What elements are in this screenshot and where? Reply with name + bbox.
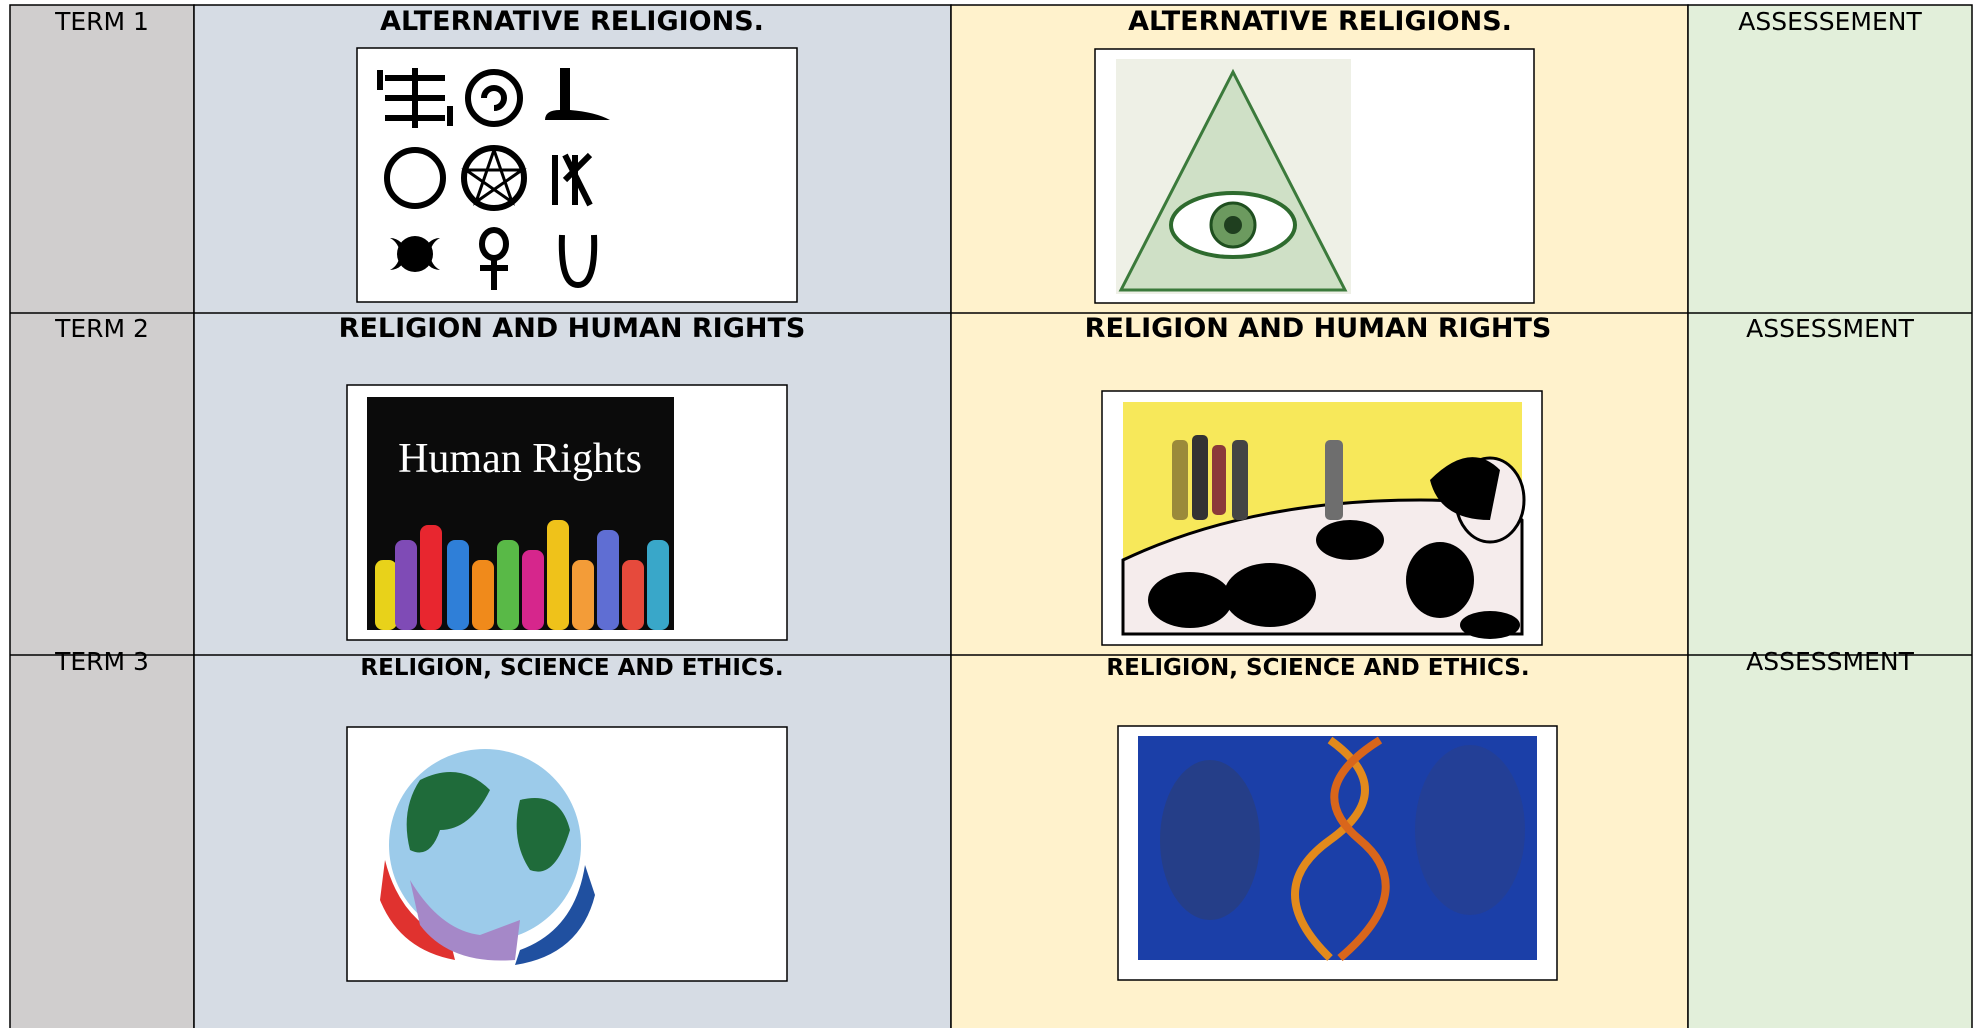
topic-title: RELIGION AND HUMAN RIGHTS <box>1085 313 1552 344</box>
topic-title: ALTERNATIVE RELIGIONS. <box>1128 6 1512 37</box>
cow-illustration-image <box>1101 390 1543 646</box>
assessment-label: ASSESSEMENT <box>1738 7 1922 36</box>
topic-title: RELIGION, SCIENCE AND ETHICS. <box>360 655 783 681</box>
symbols-image <box>356 47 798 303</box>
topic-title: RELIGION, SCIENCE AND ETHICS. <box>1106 655 1529 681</box>
dna-image <box>1117 725 1558 981</box>
human-rights-image: Human Rights <box>346 384 788 641</box>
eye-pyramid-image <box>1094 48 1535 304</box>
assessment-label: ASSESSMENT <box>1746 314 1914 343</box>
term-label: TERM 2 <box>54 314 149 343</box>
term-label: TERM 1 <box>54 7 149 36</box>
topic-title: ALTERNATIVE RELIGIONS. <box>380 6 764 37</box>
image-caption: Human Rights <box>398 436 642 482</box>
table-grid <box>9 4 1973 1028</box>
assessment-label: ASSESSMENT <box>1746 647 1914 676</box>
term-label: TERM 3 <box>54 647 149 676</box>
topic-title: RELIGION AND HUMAN RIGHTS <box>339 313 806 344</box>
globe-hands-image <box>346 726 788 982</box>
